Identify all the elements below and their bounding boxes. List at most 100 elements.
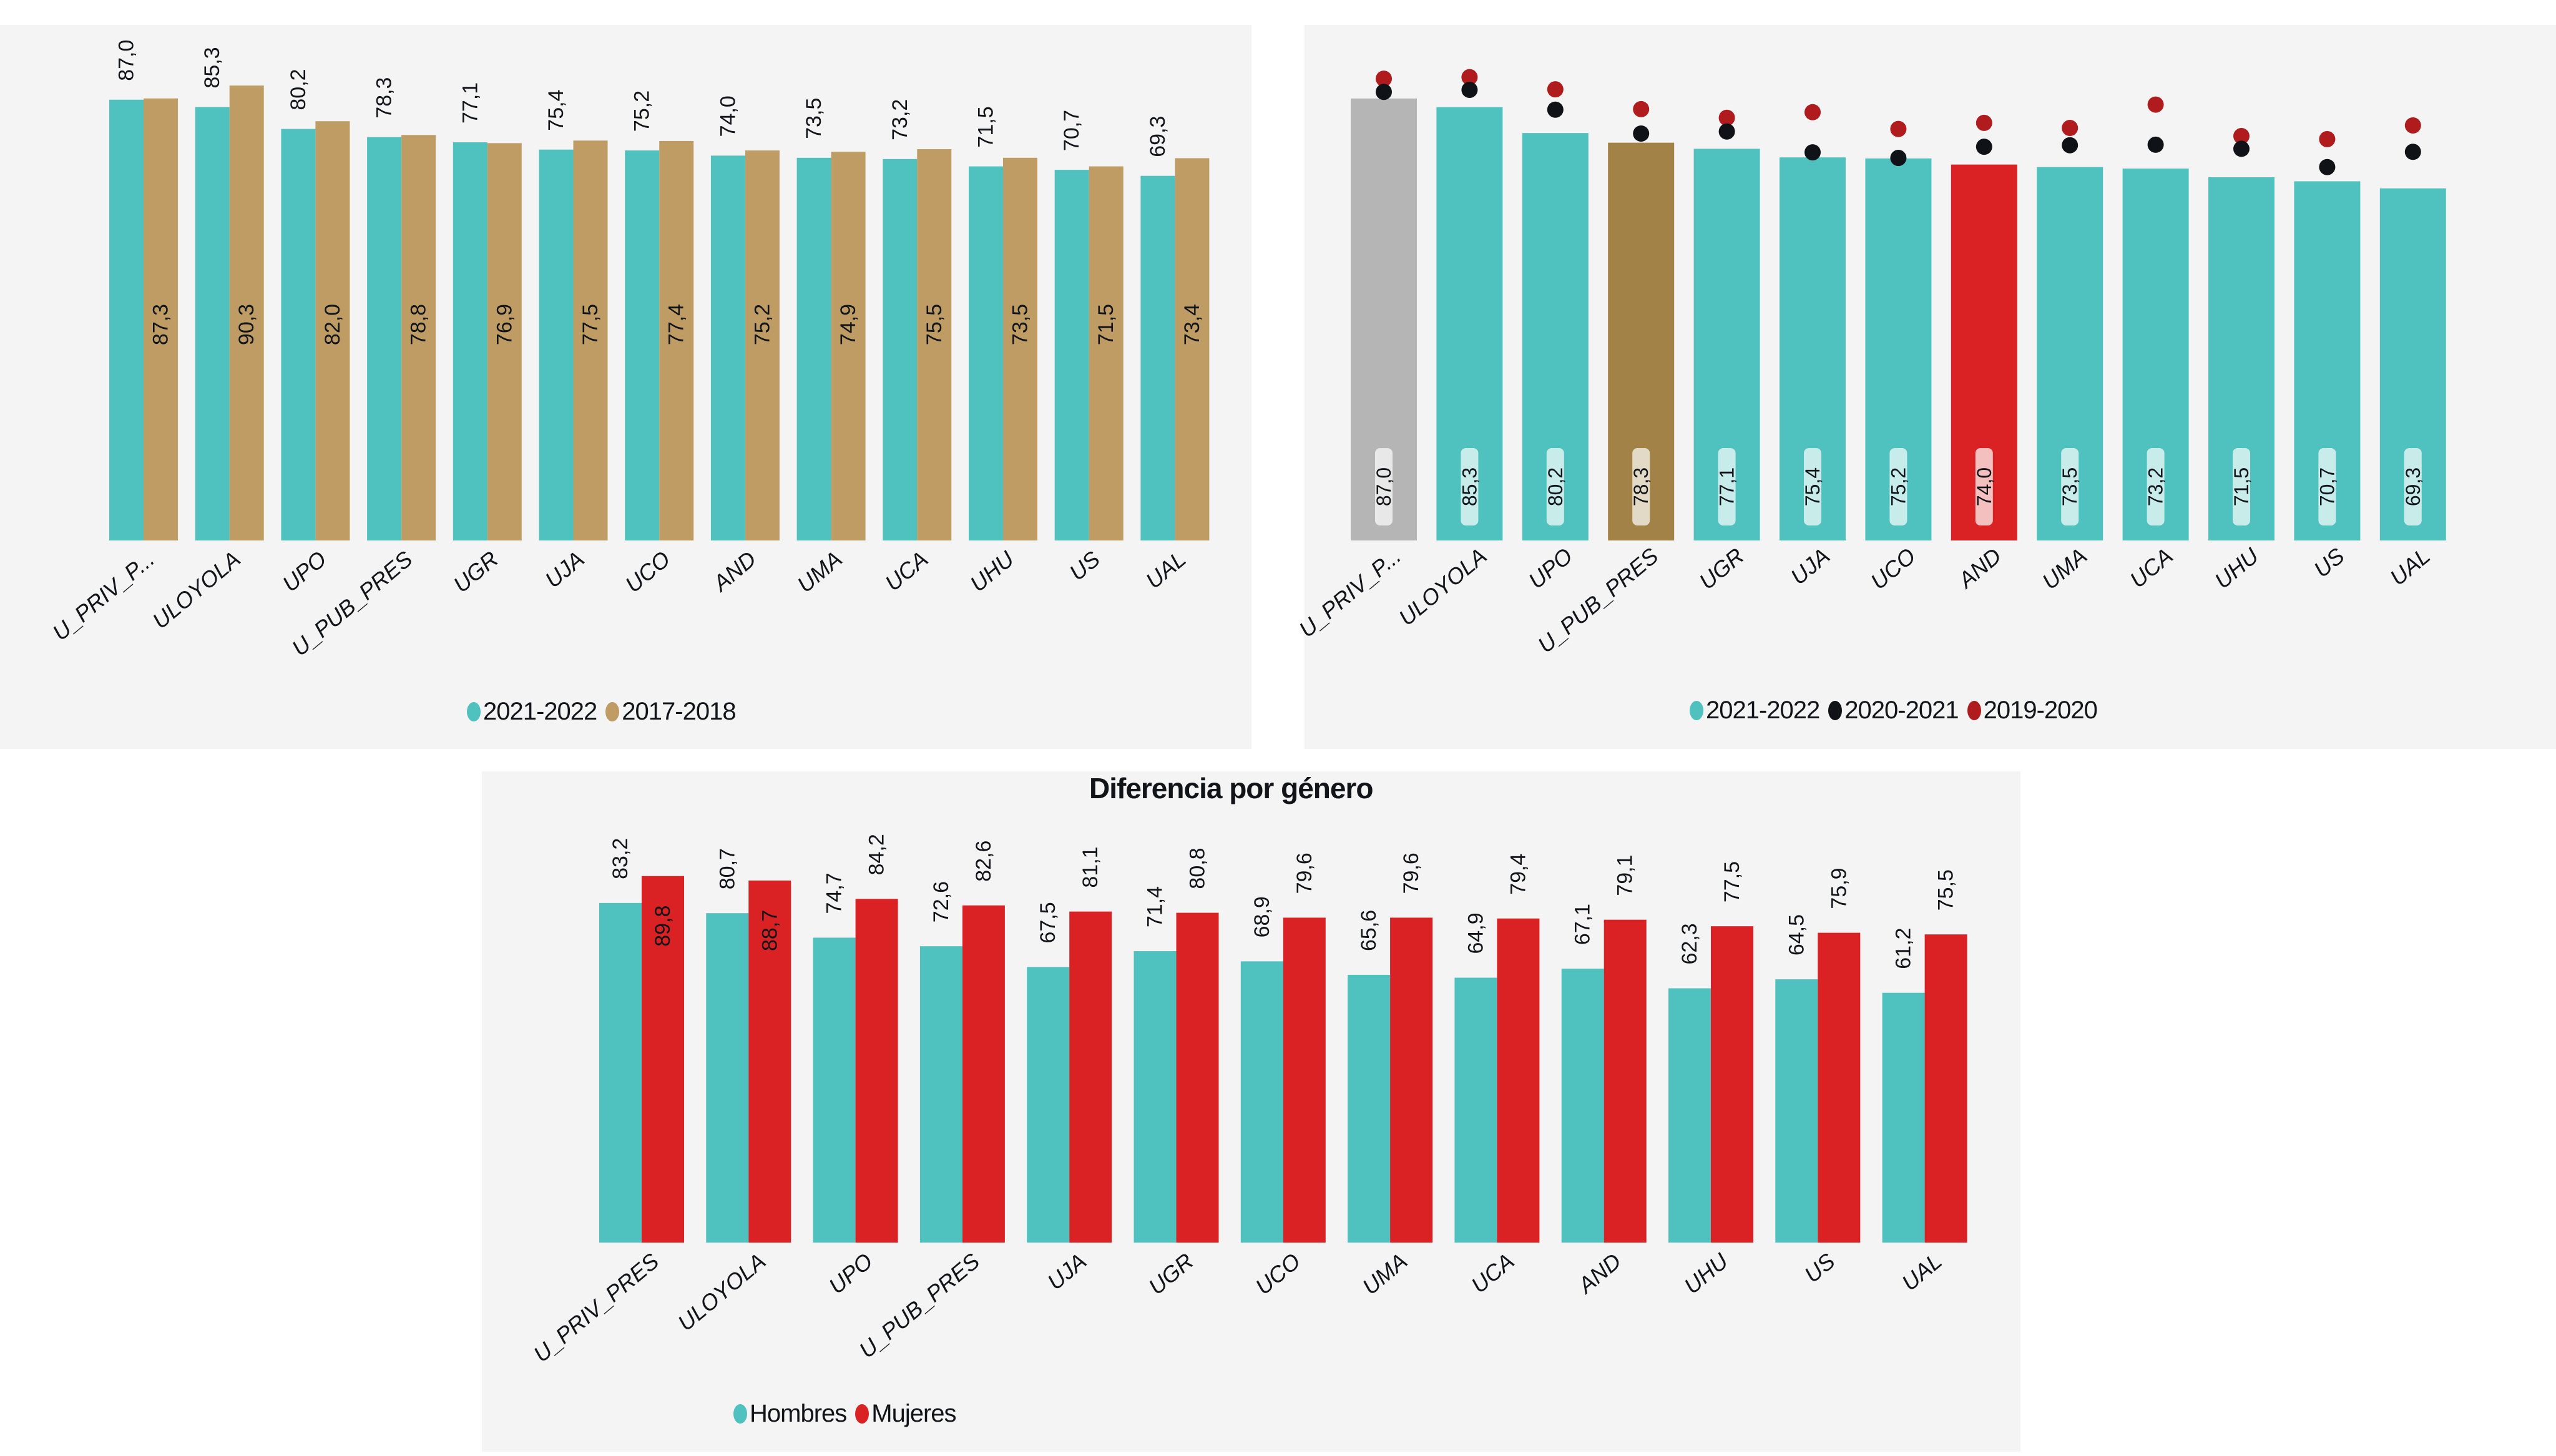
bar-mujeres — [642, 876, 684, 1243]
data-label-2021-2022: 70,7 — [1060, 110, 1084, 151]
data-label-mujeres: 88,7 — [758, 910, 781, 951]
dot-2020-2021 — [1718, 123, 1735, 140]
legend-swatch-teal-icon — [1690, 701, 1703, 720]
data-label-2017-2018: 87,3 — [149, 304, 173, 345]
bar-2021-2022 — [367, 137, 402, 540]
category-label: UCO — [1250, 1248, 1305, 1300]
data-label-2017-2018: 74,9 — [836, 304, 860, 345]
bar-hombres — [1134, 951, 1177, 1243]
bar-mujeres — [1924, 934, 1967, 1243]
legend-label: 2017-2018 — [622, 698, 736, 725]
category-label: U_PRIV_PRES — [529, 1248, 663, 1367]
legend-swatch-teal-icon — [467, 702, 481, 721]
legend-item-2021-2022[interactable]: 2021-2022 — [1690, 696, 1820, 725]
bar-mujeres — [1818, 932, 1861, 1243]
legend-swatch-red-icon — [1967, 701, 1981, 720]
bar-hombres — [1882, 992, 1925, 1243]
data-label-mujeres: 84,2 — [865, 834, 889, 875]
dot-2020-2021 — [2319, 159, 2336, 175]
chart-title-gender: Diferencia por género — [1089, 772, 1373, 804]
data-label-2021-2022: 73,5 — [2059, 467, 2081, 506]
data-label-2017-2018: 73,5 — [1009, 304, 1032, 345]
dot-2019-2020 — [1461, 69, 1478, 86]
bar-2017-2018 — [917, 149, 952, 540]
data-label-badge — [1461, 448, 1479, 525]
legend-evolution: 2021-2022 2020-2021 2019-2020 — [1690, 696, 2098, 725]
dot-2020-2021 — [2062, 137, 2079, 154]
data-label-2021-2022: 69,3 — [2402, 467, 2424, 506]
dot-2019-2020 — [2233, 128, 2250, 145]
bar-2017-2018 — [831, 152, 866, 541]
category-label: UJA — [1042, 1248, 1091, 1295]
legend-item-2019-2020[interactable]: 2019-2020 — [1967, 696, 2098, 725]
data-label-2021-2022: 73,2 — [2145, 467, 2167, 506]
data-label-hombres: 74,7 — [823, 872, 846, 914]
data-label-2021-2022: 87,0 — [1373, 467, 1395, 506]
bar-2017-2018 — [401, 135, 436, 540]
dot-2020-2021 — [1376, 84, 1392, 100]
dot-2020-2021 — [1804, 144, 1821, 161]
legend-item-2020-2021[interactable]: 2020-2021 — [1828, 696, 1959, 725]
data-label-2021-2022: 78,3 — [373, 77, 396, 119]
comparison-bar-chart: 87,087,3U_PRIV_P...85,390,3ULOYOLA80,282… — [47, 40, 1210, 661]
data-label-2021-2022: 69,3 — [1146, 116, 1170, 157]
bar-2017-2018 — [573, 140, 608, 541]
data-label-badge — [1975, 448, 1993, 525]
category-label: UPO — [824, 1248, 878, 1299]
data-label-mujeres: 79,4 — [1506, 854, 1530, 895]
data-label-2021-2022: 80,2 — [1544, 467, 1567, 506]
bar-hombres — [813, 937, 856, 1243]
data-label-hombres: 64,5 — [1785, 914, 1808, 955]
data-label-mujeres: 89,8 — [651, 906, 675, 947]
bar-mujeres — [1497, 918, 1540, 1243]
data-label-hombres: 61,2 — [1892, 928, 1916, 969]
bar-hombres — [599, 902, 642, 1243]
legend-swatch-red-icon — [855, 1404, 869, 1424]
data-label-2021-2022: 75,4 — [544, 90, 568, 131]
bar-2017-2018 — [144, 98, 178, 540]
data-label-badge — [1375, 448, 1393, 525]
dot-2020-2021 — [2147, 136, 2164, 153]
category-label: AND — [1572, 1248, 1626, 1299]
bar-2017-2018 — [745, 150, 780, 540]
legend-item-2017-2018[interactable]: 2017-2018 — [605, 698, 737, 726]
data-label-2021-2022: 74,0 — [1973, 467, 1995, 506]
dot-2020-2021 — [1633, 125, 1650, 142]
data-label-hombres: 71,4 — [1143, 886, 1167, 927]
bar-mujeres — [1069, 911, 1112, 1243]
legend-swatch-gold-icon — [605, 702, 620, 721]
data-label-2017-2018: 90,3 — [235, 304, 258, 345]
legend-label: 2021-2022 — [483, 698, 597, 725]
data-label-2017-2018: 75,5 — [923, 304, 946, 345]
data-label-2021-2022: 85,3 — [200, 47, 224, 88]
bar-2017-2018 — [1003, 157, 1037, 541]
data-label-badge — [1718, 448, 1736, 525]
bar-mujeres — [1604, 919, 1647, 1243]
dot-2019-2020 — [1976, 114, 1992, 131]
legend-label: Hombres — [750, 1400, 847, 1427]
data-label-mujeres: 79,6 — [1399, 853, 1423, 894]
dot-2019-2020 — [2404, 117, 2421, 134]
dot-2019-2020 — [1547, 81, 1564, 98]
dot-2020-2021 — [1461, 81, 1478, 98]
bar-2021-2022 — [539, 149, 574, 541]
legend-item-hombres[interactable]: Hombres — [733, 1400, 847, 1428]
data-label-2021-2022: 75,2 — [1887, 467, 1909, 506]
legend-item-2021-2022[interactable]: 2021-2022 — [467, 698, 597, 726]
category-label: UMA — [1358, 1248, 1413, 1300]
legend-item-mujeres[interactable]: Mujeres — [855, 1400, 957, 1428]
data-label-2017-2018: 71,5 — [1094, 304, 1118, 345]
data-label-badge — [2404, 448, 2422, 525]
bar-2021-2022 — [1054, 170, 1089, 540]
bar-mujeres — [1711, 926, 1753, 1243]
bar-hombres — [919, 946, 962, 1243]
dot-2019-2020 — [2319, 130, 2336, 147]
data-label-2021-2022: 75,4 — [1801, 467, 1824, 506]
legend-swatch-black-icon — [1828, 701, 1843, 720]
dot-2019-2020 — [2062, 120, 2079, 137]
bar-2017-2018 — [315, 121, 350, 541]
data-label-badge — [1889, 448, 1907, 525]
data-label-2017-2018: 76,9 — [492, 304, 516, 345]
category-label: UCA — [1466, 1248, 1519, 1298]
data-label-2021-2022: 85,3 — [1458, 467, 1481, 506]
